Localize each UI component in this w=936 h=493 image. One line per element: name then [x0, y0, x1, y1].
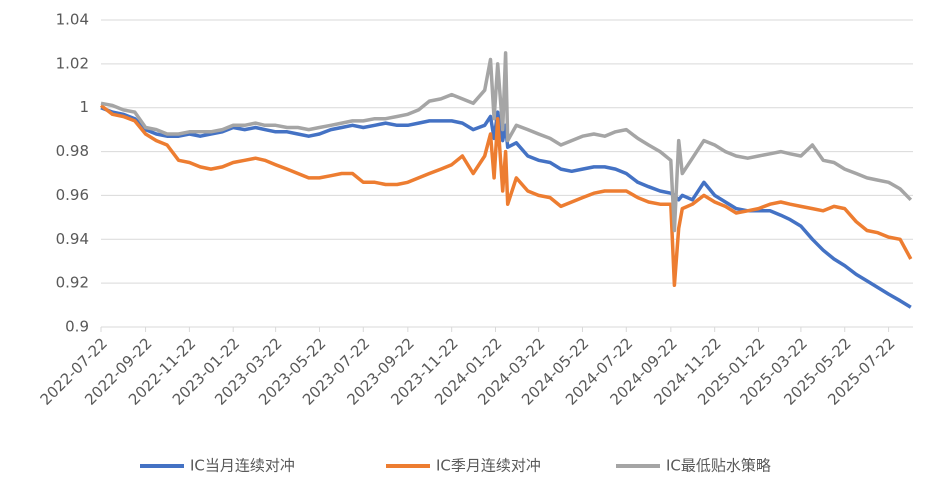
- series-line: [99, 104, 913, 288]
- series-line: [100, 51, 913, 233]
- y-tick-label: 0.92: [56, 274, 89, 292]
- y-tick-label: 1.04: [56, 11, 89, 29]
- legend-label: IC当月连续对冲: [190, 457, 295, 475]
- y-tick-label: 0.96: [56, 186, 89, 204]
- y-tick-label: 0.94: [56, 230, 89, 248]
- legend-label: IC季月连续对冲: [436, 457, 541, 475]
- legend-label: IC最低贴水策略: [666, 457, 771, 475]
- y-tick-label: 1: [79, 98, 89, 116]
- y-tick-label: 0.98: [56, 142, 89, 160]
- y-tick-label: 0.9: [65, 318, 89, 336]
- y-tick-label: 1.02: [56, 54, 89, 72]
